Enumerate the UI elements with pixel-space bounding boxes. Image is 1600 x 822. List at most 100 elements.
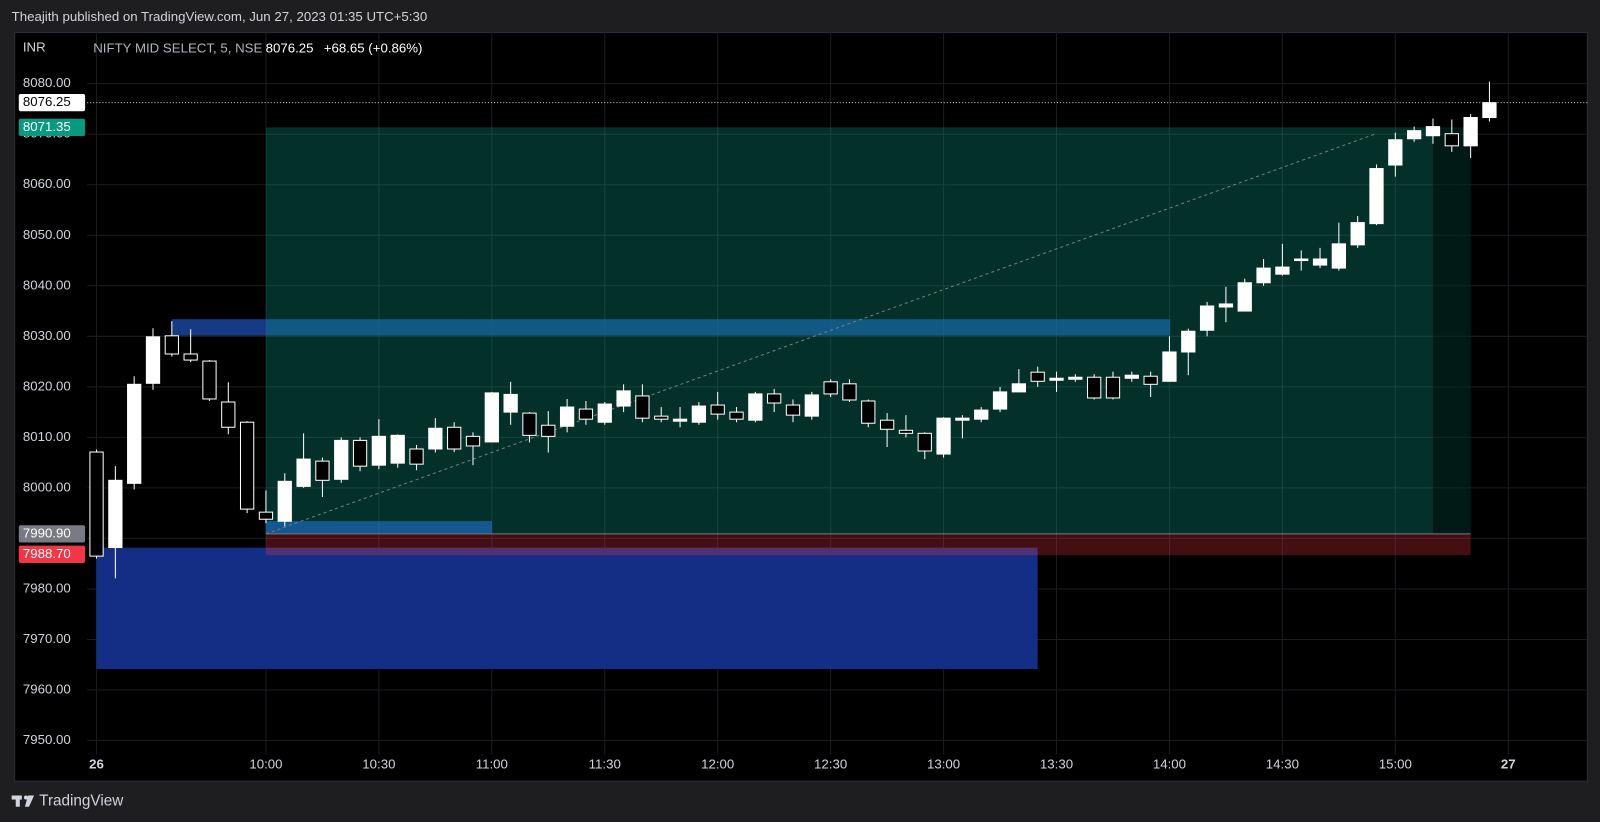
target-badge-box [18, 118, 86, 137]
candle-body [296, 458, 311, 487]
candle-body [559, 406, 575, 427]
candle-body [202, 360, 217, 400]
candle-body [974, 409, 989, 420]
candle-body [1425, 126, 1441, 137]
x-tick-label: 15:00 [1379, 756, 1412, 771]
candle-body [898, 429, 914, 434]
x-tick-label: 12:00 [701, 756, 734, 771]
candle-body [842, 383, 857, 401]
candle-body [1482, 102, 1497, 119]
candle-body [635, 395, 650, 419]
candle-body [428, 427, 443, 450]
x-tick-label: 12:30 [814, 756, 847, 771]
candle-body [108, 479, 123, 549]
drawings [96, 319, 1171, 670]
y-tick-label: 8040.00 [23, 277, 71, 292]
target-badge: 8071.35 [23, 119, 71, 134]
candle-body [1124, 374, 1139, 379]
zone-rect [96, 547, 1038, 670]
x-tick-label: 10:30 [362, 756, 395, 771]
loss-zone [265, 533, 1471, 556]
price-change: +68.65 (+0.86%) [324, 40, 423, 55]
candle-body [221, 401, 236, 428]
candle-body [1407, 130, 1422, 140]
candle-body [503, 393, 518, 413]
candle-body [352, 439, 368, 467]
y-tick-label: 8060.00 [23, 176, 71, 191]
x-tick-label: 26 [89, 756, 104, 771]
candle-body [315, 460, 330, 481]
candle-body [936, 417, 951, 455]
candle-body [823, 381, 838, 395]
y-tick-label: 7970.00 [23, 631, 71, 646]
candle-body [465, 435, 481, 447]
candles [89, 81, 1497, 579]
y-tick-label: 8000.00 [23, 479, 71, 494]
zone-rect [171, 319, 1171, 336]
x-tick-label: 13:00 [927, 756, 960, 771]
candle-body [710, 404, 725, 415]
candle-body [1388, 139, 1403, 166]
candle-body [917, 432, 932, 452]
candle-body [484, 392, 499, 443]
candle-body [277, 480, 292, 522]
x-tick-label: 10:00 [249, 756, 282, 771]
tradingview-logo [11, 795, 35, 807]
candle-body [767, 393, 782, 404]
y-tick-label: 7980.00 [23, 580, 71, 595]
y-tick-label: 7950.00 [23, 732, 71, 747]
candle-body [1237, 282, 1252, 312]
x-tick-label: 11:30 [589, 756, 621, 771]
candle-body [258, 511, 274, 520]
candle-body [1011, 383, 1027, 393]
candle-body [127, 383, 142, 484]
symbol-label: NIFTY MID SELECT, 5, NSE [93, 40, 262, 55]
stop-badge-box [18, 545, 86, 563]
candle-body [522, 412, 537, 436]
candle-body [89, 451, 104, 557]
trade-path [265, 133, 1377, 535]
candle-body [541, 424, 556, 437]
closed-zone [1432, 127, 1471, 534]
y-tick-label: 8030.00 [23, 328, 71, 343]
candle-body [1030, 371, 1045, 382]
y-tick-label: 7960.00 [23, 682, 71, 697]
y-tick-label: 8050.00 [23, 227, 71, 242]
candle-body [879, 419, 895, 430]
candle-body [1463, 117, 1478, 147]
stop-badge: 7988.70 [23, 546, 71, 561]
candle-body [1256, 267, 1271, 284]
candle-body [1444, 133, 1459, 147]
candle-body [616, 390, 631, 407]
last-price-badge-box [18, 93, 86, 112]
last-price-badge: 8076.25 [23, 94, 71, 109]
candle-body [1350, 222, 1365, 246]
x-tick-label: 27 [1501, 756, 1516, 771]
candle-body [1143, 375, 1158, 385]
candle-body [1218, 303, 1234, 308]
grid [87, 32, 1588, 755]
candle-body [955, 417, 970, 421]
candle-body [748, 393, 763, 421]
candle-body [672, 418, 688, 422]
candle-body [578, 408, 594, 420]
candle-body [1049, 377, 1064, 381]
candle-body [183, 353, 198, 361]
candle-body [409, 448, 424, 465]
candle-body [654, 415, 669, 420]
x-tick-label: 14:00 [1153, 756, 1186, 771]
candle-body [239, 421, 255, 510]
candle-body [145, 336, 161, 384]
brand: TradingView [39, 793, 124, 810]
candle-body [1087, 376, 1102, 399]
currency-label: INR [23, 39, 46, 54]
candle-body [1331, 243, 1346, 269]
y-tick-label: 8020.00 [23, 378, 71, 393]
candle-body [390, 434, 405, 464]
candle-body [447, 426, 462, 450]
candle-body [1275, 266, 1290, 275]
long-position [265, 127, 1471, 556]
candle-body [804, 394, 819, 417]
